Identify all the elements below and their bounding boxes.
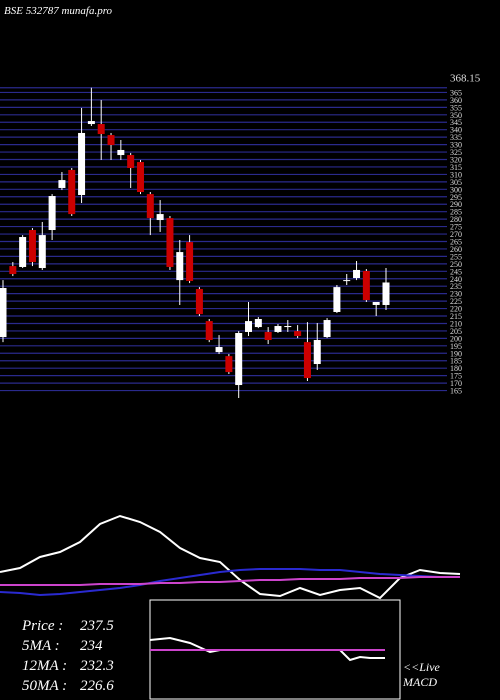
y-tick-label: 210 [450, 319, 462, 328]
candle-body [323, 320, 331, 338]
y-tick-label: 255 [450, 252, 462, 261]
y-tick-label: 245 [450, 267, 462, 276]
annotation: <<Live [403, 660, 441, 674]
y-tick-label: 235 [450, 282, 462, 291]
y-tick-label: 345 [450, 118, 462, 127]
candle-body [58, 180, 66, 188]
candle-body [28, 230, 36, 263]
y-tick-label: 265 [450, 237, 462, 246]
candle-body [176, 252, 184, 281]
y-tick-label: 200 [450, 334, 462, 343]
candle-body [19, 237, 27, 267]
candle-body [382, 282, 390, 305]
candle-body [343, 280, 351, 282]
candle-body [156, 214, 164, 221]
candle-body [117, 149, 125, 156]
stat-value: 234 [80, 638, 103, 654]
y-tick-label: 340 [450, 126, 462, 135]
candle-body [303, 342, 311, 379]
candle-body [78, 132, 86, 195]
y-tick-label: 240 [450, 275, 462, 284]
y-tick-label: 368.15 [450, 73, 481, 85]
stat-label: 12MA : [22, 658, 67, 674]
stat-label: Price : [21, 618, 63, 634]
y-tick-label: 175 [450, 372, 462, 381]
y-tick-label: 230 [450, 290, 462, 299]
y-tick-label: 325 [450, 148, 462, 157]
y-tick-label: 300 [450, 185, 462, 194]
candle-body [48, 196, 56, 231]
candle-body [146, 194, 154, 219]
y-tick-label: 180 [450, 364, 462, 373]
candle-body [264, 331, 272, 341]
candle-body [186, 242, 194, 281]
y-tick-label: 260 [450, 245, 462, 254]
stat-label: 5MA : [22, 638, 60, 654]
candle-body [362, 271, 370, 301]
candle-body [313, 340, 321, 365]
stat-label: 50MA : [22, 678, 67, 694]
indicator-line [0, 576, 460, 586]
candle-body [205, 321, 213, 341]
y-tick-label: 320 [450, 156, 462, 165]
candle-body [254, 319, 262, 328]
stat-value: 232.3 [80, 658, 114, 674]
candle-body [245, 321, 253, 332]
candle-body [136, 162, 144, 193]
y-tick-label: 355 [450, 103, 462, 112]
y-tick-label: 335 [450, 133, 462, 142]
y-tick-label: 195 [450, 342, 462, 351]
y-tick-label: 250 [450, 260, 462, 269]
y-tick-label: 290 [450, 200, 462, 209]
y-tick-label: 215 [450, 312, 462, 321]
candle-body [284, 326, 292, 328]
chart-title: BSE 532787 munafa.pro [4, 5, 113, 17]
candle-body [127, 155, 135, 169]
candle-body [68, 169, 76, 215]
y-tick-label: 280 [450, 215, 462, 224]
indicator-line [0, 568, 460, 597]
candle-body [333, 287, 341, 312]
candle-body [215, 347, 223, 353]
y-tick-label: 170 [450, 379, 462, 388]
candle-body [372, 302, 380, 305]
y-tick-label: 295 [450, 193, 462, 202]
candle-body [9, 266, 17, 274]
y-tick-label: 190 [450, 349, 462, 358]
y-tick-label: 205 [450, 327, 462, 336]
annotation: MACD [402, 675, 437, 689]
candle-body [353, 269, 361, 279]
y-tick-label: 165 [450, 387, 462, 396]
candle-body [166, 218, 174, 267]
candle-body [235, 333, 243, 386]
candle-body [87, 121, 95, 125]
y-tick-label: 350 [450, 111, 462, 120]
candle-body [38, 235, 46, 269]
y-tick-label: 365 [450, 88, 462, 97]
y-tick-label: 305 [450, 178, 462, 187]
y-tick-label: 185 [450, 357, 462, 366]
stat-value: 237.5 [80, 618, 114, 634]
y-tick-label: 275 [450, 223, 462, 232]
candle-body [294, 331, 302, 336]
stat-value: 226.6 [80, 678, 114, 694]
y-tick-label: 315 [450, 163, 462, 172]
candle-body [225, 356, 233, 373]
y-tick-label: 270 [450, 230, 462, 239]
candle-body [274, 326, 282, 332]
y-tick-label: 285 [450, 208, 462, 217]
candle-body [0, 287, 7, 338]
y-tick-label: 330 [450, 141, 462, 150]
y-tick-label: 310 [450, 170, 462, 179]
y-tick-label: 220 [450, 305, 462, 314]
y-tick-label: 360 [450, 96, 462, 105]
candle-body [195, 289, 203, 315]
candle-body [107, 135, 115, 146]
candle-body [97, 124, 105, 135]
y-tick-label: 225 [450, 297, 462, 306]
